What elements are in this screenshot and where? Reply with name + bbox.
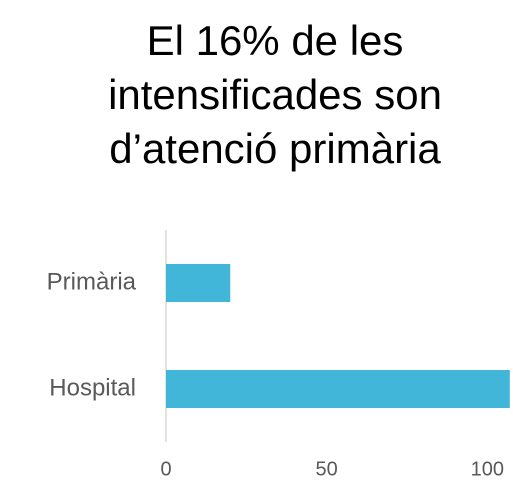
bar [166,264,231,302]
chart-title-line: El 16% de les [147,17,404,64]
y-tick-label: Hospital [49,374,136,401]
y-tick-label: Primària [47,268,137,295]
x-tick-label: 100 [471,458,504,480]
bar [166,370,510,408]
x-tick-label: 0 [160,458,171,480]
x-tick-label: 50 [316,458,338,480]
chart-title-line: d’atenció primària [109,125,441,172]
chart-title-line: intensificades son [108,71,442,118]
